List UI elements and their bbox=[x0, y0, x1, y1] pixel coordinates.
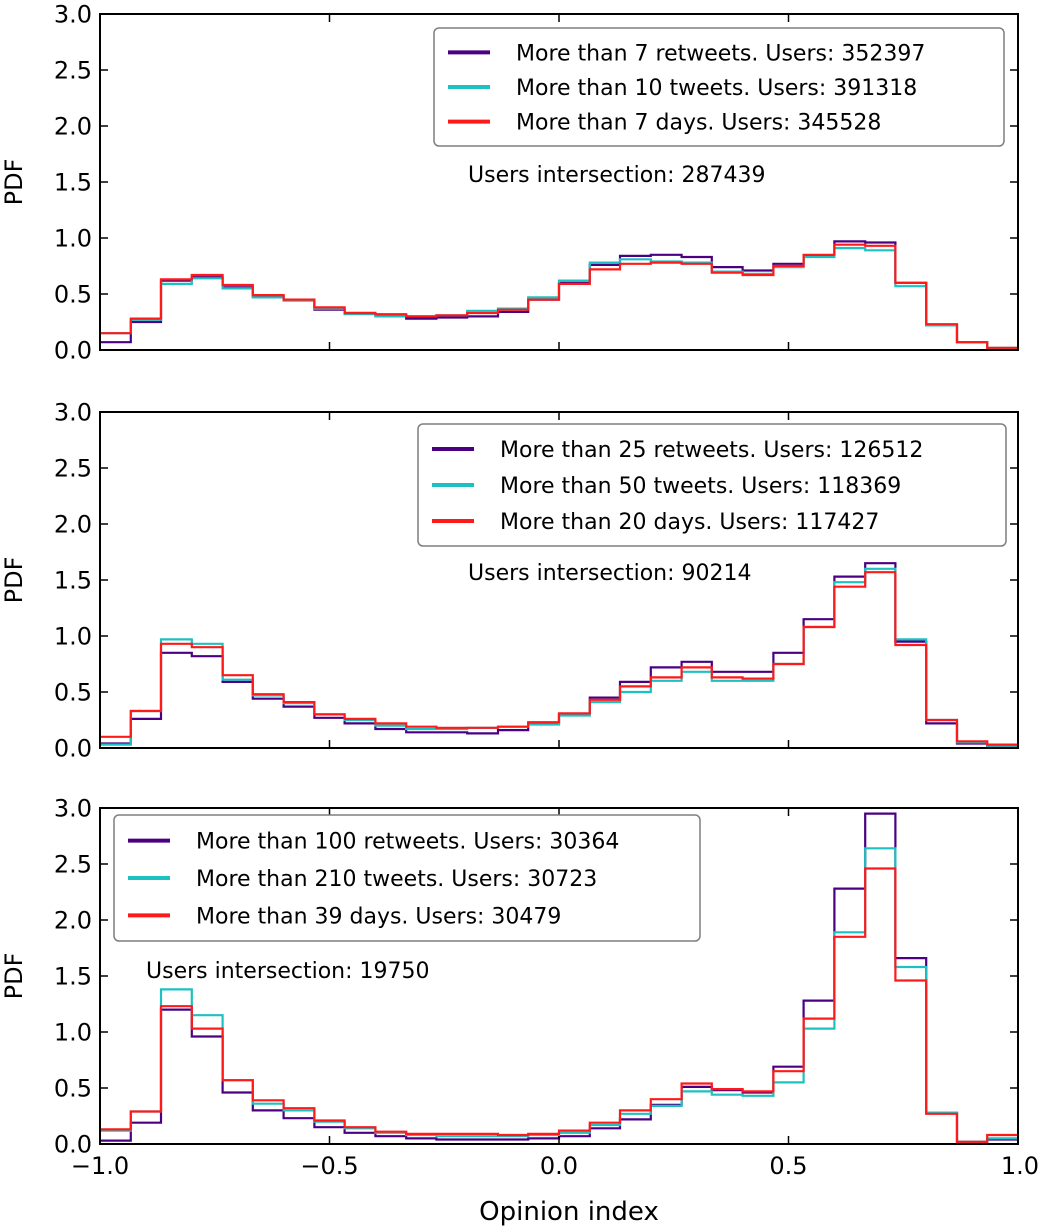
legend: More than 100 retweets. Users: 30364 More… bbox=[113, 814, 701, 942]
legend-label: More than 7 days. Users: 345528 bbox=[516, 111, 881, 136]
y-tick-label: 3.0 bbox=[54, 795, 92, 823]
series-line-3 bbox=[100, 571, 1018, 746]
series-line-3 bbox=[100, 867, 1018, 1143]
legend-box bbox=[113, 814, 701, 942]
y-tick-label: 1.5 bbox=[54, 567, 92, 595]
panel-1: 0.0 0.5 1.0 1.5 2.0 2.5 3.0 PDF More than 7 retw… bbox=[0, 1, 1019, 365]
y-tick-label: 0.0 bbox=[54, 337, 92, 365]
series-group bbox=[100, 812, 1018, 1143]
y-tick-label: 1.5 bbox=[54, 963, 92, 991]
y-tick-label: 3.0 bbox=[54, 1, 92, 29]
legend-box bbox=[417, 423, 1007, 547]
series-group bbox=[100, 240, 1018, 350]
y-tick-label: 1.0 bbox=[54, 623, 92, 651]
annotation-users-intersection: Users intersection: 19750 bbox=[146, 959, 430, 984]
y-axis-label: PDF bbox=[0, 953, 28, 1000]
legend: More than 25 retweets. Users: 126512 More… bbox=[417, 423, 1007, 547]
x-tick-label: 0.0 bbox=[540, 1152, 578, 1180]
legend-label: More than 50 tweets. Users: 118369 bbox=[500, 474, 901, 499]
y-axis-label: PDF bbox=[0, 159, 28, 206]
y-tick-label: 2.5 bbox=[54, 57, 92, 85]
legend-box bbox=[433, 27, 1005, 147]
y-tick-label: 2.5 bbox=[54, 455, 92, 483]
x-tick-label: 0.5 bbox=[769, 1152, 807, 1180]
y-axis-label: PDF bbox=[0, 557, 28, 604]
annotation-users-intersection: Users intersection: 90214 bbox=[468, 561, 752, 586]
y-tick-label: 0.5 bbox=[54, 281, 92, 309]
panel-3: 0.0 0.5 1.0 1.5 2.0 2.5 3.0 −1.0 −0.5 0.0 0.5 1.0 PD… bbox=[0, 795, 1039, 1228]
y-tick-label: 2.5 bbox=[54, 851, 92, 879]
legend-label: More than 10 tweets. Users: 391318 bbox=[516, 76, 917, 101]
x-tick-label: 1.0 bbox=[1001, 1152, 1039, 1180]
y-tick-label: 0.0 bbox=[54, 735, 92, 763]
x-tick-label: −0.5 bbox=[300, 1152, 358, 1180]
y-tick-label: 1.0 bbox=[54, 1019, 92, 1047]
y-tick-label: 0.5 bbox=[54, 1075, 92, 1103]
y-tick-label: 0.0 bbox=[54, 1131, 92, 1159]
series-line-3 bbox=[100, 243, 1018, 349]
x-axis-label: Opinion index bbox=[479, 1197, 659, 1227]
y-tick-label: 1.5 bbox=[54, 169, 92, 197]
y-tick-label: 2.0 bbox=[54, 907, 92, 935]
y-tick-label: 2.0 bbox=[54, 511, 92, 539]
legend-label: More than 25 retweets. Users: 126512 bbox=[500, 438, 923, 463]
annotation-users-intersection: Users intersection: 287439 bbox=[468, 163, 765, 188]
y-tick-label: 0.5 bbox=[54, 679, 92, 707]
y-tick-label: 2.0 bbox=[54, 113, 92, 141]
legend-label: More than 39 days. Users: 30479 bbox=[196, 904, 561, 929]
legend-label: More than 100 retweets. Users: 30364 bbox=[196, 830, 619, 855]
legend: More than 7 retweets. Users: 352397 More … bbox=[433, 27, 1005, 147]
series-group bbox=[100, 562, 1018, 747]
x-tick-label: −1.0 bbox=[71, 1152, 129, 1180]
panel-2: 0.0 0.5 1.0 1.5 2.0 2.5 3.0 PDF More than 25 ret… bbox=[0, 399, 1019, 763]
legend-label: More than 7 retweets. Users: 352397 bbox=[516, 41, 925, 66]
legend-label: More than 20 days. Users: 117427 bbox=[500, 510, 879, 535]
y-tick-label: 3.0 bbox=[54, 399, 92, 427]
y-tick-label: 1.0 bbox=[54, 225, 92, 253]
legend-label: More than 210 tweets. Users: 30723 bbox=[196, 867, 597, 892]
